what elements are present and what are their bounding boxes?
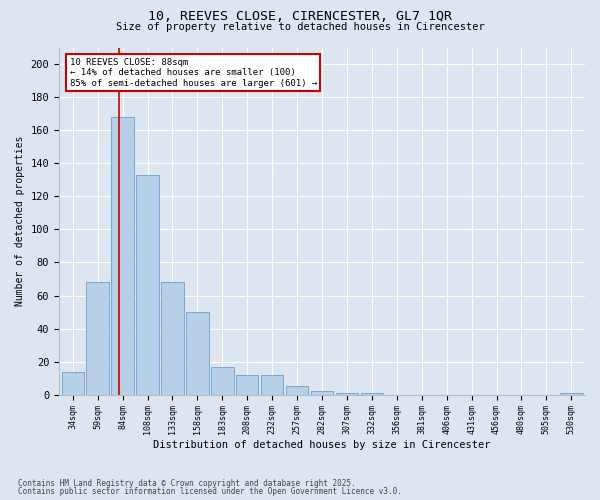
- Bar: [261, 375, 283, 394]
- Y-axis label: Number of detached properties: Number of detached properties: [15, 136, 25, 306]
- Bar: [286, 386, 308, 394]
- Text: Size of property relative to detached houses in Cirencester: Size of property relative to detached ho…: [116, 22, 484, 32]
- Bar: [361, 393, 383, 394]
- Bar: [311, 392, 333, 394]
- Text: 10, REEVES CLOSE, CIRENCESTER, GL7 1QR: 10, REEVES CLOSE, CIRENCESTER, GL7 1QR: [148, 10, 452, 23]
- Bar: [236, 375, 259, 394]
- Bar: [211, 366, 233, 394]
- Bar: [186, 312, 209, 394]
- Text: Contains HM Land Registry data © Crown copyright and database right 2025.: Contains HM Land Registry data © Crown c…: [18, 478, 356, 488]
- Bar: [336, 393, 358, 394]
- X-axis label: Distribution of detached houses by size in Cirencester: Distribution of detached houses by size …: [153, 440, 491, 450]
- Bar: [161, 282, 184, 395]
- Bar: [136, 175, 159, 394]
- Bar: [62, 372, 84, 394]
- Bar: [560, 393, 583, 394]
- Bar: [112, 117, 134, 394]
- Text: 10 REEVES CLOSE: 88sqm
← 14% of detached houses are smaller (100)
85% of semi-de: 10 REEVES CLOSE: 88sqm ← 14% of detached…: [70, 58, 317, 88]
- Text: Contains public sector information licensed under the Open Government Licence v3: Contains public sector information licen…: [18, 487, 402, 496]
- Bar: [86, 282, 109, 395]
